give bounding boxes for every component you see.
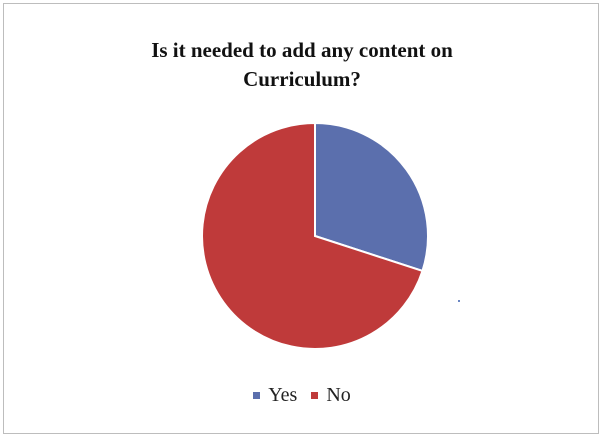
pie-slice-no [201,121,424,350]
chart-title-line-1: Is it needed to add any content on [151,38,453,62]
legend-swatch-yes [253,392,261,399]
chart-title: Is it needed to add any content on Curri… [0,36,604,94]
legend: Yes No [0,384,604,407]
legend-item-yes: Yes [253,384,297,407]
legend-item-no: No [311,384,351,407]
pie-slices [201,121,429,350]
pie-slice-yes [314,121,429,273]
scan-speck [458,300,460,302]
legend-label-no: No [326,384,351,406]
chart-title-line-2: Curriculum? [243,67,361,91]
legend-swatch-no [311,392,319,399]
legend-label-yes: Yes [268,384,298,406]
